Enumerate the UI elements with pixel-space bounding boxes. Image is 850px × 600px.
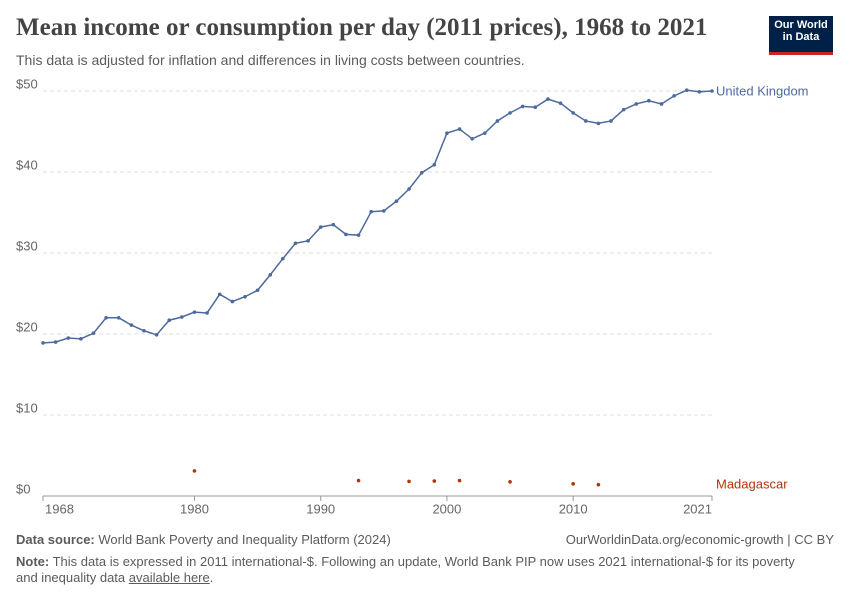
chart-title: Mean income or consumption per day (2011…	[16, 14, 708, 41]
y-tick-label: $20	[16, 319, 38, 334]
data-point	[167, 318, 172, 323]
source-text: World Bank Poverty and Inequality Platfo…	[98, 532, 391, 547]
data-point	[318, 225, 323, 229]
data-point	[432, 162, 437, 167]
x-tick-label: 2010	[559, 501, 588, 516]
data-point	[457, 127, 462, 131]
data-point	[79, 337, 83, 341]
note-end: .	[209, 570, 214, 585]
data-point	[255, 288, 260, 293]
data-point	[419, 171, 424, 175]
data-point	[583, 119, 588, 123]
series-line	[42, 89, 713, 344]
data-point	[192, 310, 197, 314]
data-point	[268, 273, 273, 277]
data-point	[710, 89, 714, 93]
data-point	[104, 316, 108, 320]
note-label: Note:	[16, 554, 50, 569]
data-point	[356, 233, 361, 237]
y-tick-label: $50	[16, 76, 38, 91]
data-point	[407, 479, 411, 484]
x-tick-label: 2000	[432, 501, 461, 516]
data-point	[356, 478, 361, 483]
data-point	[192, 469, 197, 473]
x-tick-label: 2021	[683, 501, 712, 516]
note: Note: This data is expressed in 2011 int…	[16, 554, 816, 586]
data-point	[230, 299, 235, 304]
data-point	[407, 187, 411, 191]
data-point	[697, 90, 702, 94]
source-label: Data source:	[16, 532, 95, 547]
data-point	[647, 98, 651, 103]
logo-text: Our World in Data	[774, 19, 828, 43]
data-point	[546, 97, 550, 101]
data-point	[180, 315, 184, 319]
data-point	[621, 107, 626, 112]
data-point	[533, 105, 538, 109]
data-point	[445, 131, 449, 135]
note-text: This data is expressed in 2011 internati…	[16, 554, 795, 585]
credit[interactable]: OurWorldinData.org/economic-growth | CC …	[565, 532, 834, 547]
y-tick-label: $0	[16, 481, 30, 496]
x-tick-label: 1968	[45, 501, 74, 516]
data-point	[508, 480, 512, 484]
data-point	[293, 241, 298, 246]
data-point	[154, 333, 159, 337]
data-point	[382, 209, 386, 213]
data-point	[344, 232, 348, 237]
data-point	[482, 131, 487, 135]
data-point	[672, 94, 676, 98]
data-point	[609, 119, 613, 123]
data-point	[91, 331, 96, 335]
data-point	[116, 316, 121, 320]
data-point	[571, 482, 575, 486]
data-point	[306, 239, 310, 243]
data-point	[457, 478, 462, 483]
data-point	[281, 256, 285, 261]
y-tick-label: $10	[16, 400, 38, 415]
data-point	[684, 88, 689, 92]
series-label: Madagascar	[716, 476, 788, 491]
data-point	[634, 102, 639, 106]
data-point	[571, 111, 575, 115]
data-point	[520, 104, 525, 109]
y-tick-label: $30	[16, 238, 38, 253]
data-point	[369, 209, 373, 214]
data-point	[596, 121, 601, 126]
series-label: United Kingdom	[716, 83, 809, 98]
data-point	[495, 119, 500, 123]
data-point	[659, 102, 664, 106]
data-point	[432, 479, 437, 483]
data-point	[129, 323, 134, 327]
x-tick-label: 1990	[306, 501, 335, 516]
data-point	[508, 111, 512, 115]
data-point	[243, 294, 247, 299]
data-point	[596, 482, 601, 487]
data-point	[205, 311, 209, 315]
data-point	[331, 222, 336, 227]
data-point	[217, 292, 222, 297]
note-link[interactable]: available here	[128, 570, 210, 585]
y-tick-label: $40	[16, 157, 38, 172]
data-point	[66, 336, 71, 340]
data-point	[470, 136, 474, 141]
data-point	[558, 101, 563, 105]
logo[interactable]: Our World in Data	[769, 16, 833, 55]
x-tick-label: 1980	[180, 501, 209, 516]
data-point	[394, 199, 399, 203]
data-point	[53, 340, 58, 344]
data-point	[41, 341, 45, 345]
data-point	[142, 328, 146, 333]
footer: Data source: World Bank Poverty and Ineq…	[16, 532, 834, 586]
chart-subtitle: This data is adjusted for inflation and …	[16, 52, 525, 68]
